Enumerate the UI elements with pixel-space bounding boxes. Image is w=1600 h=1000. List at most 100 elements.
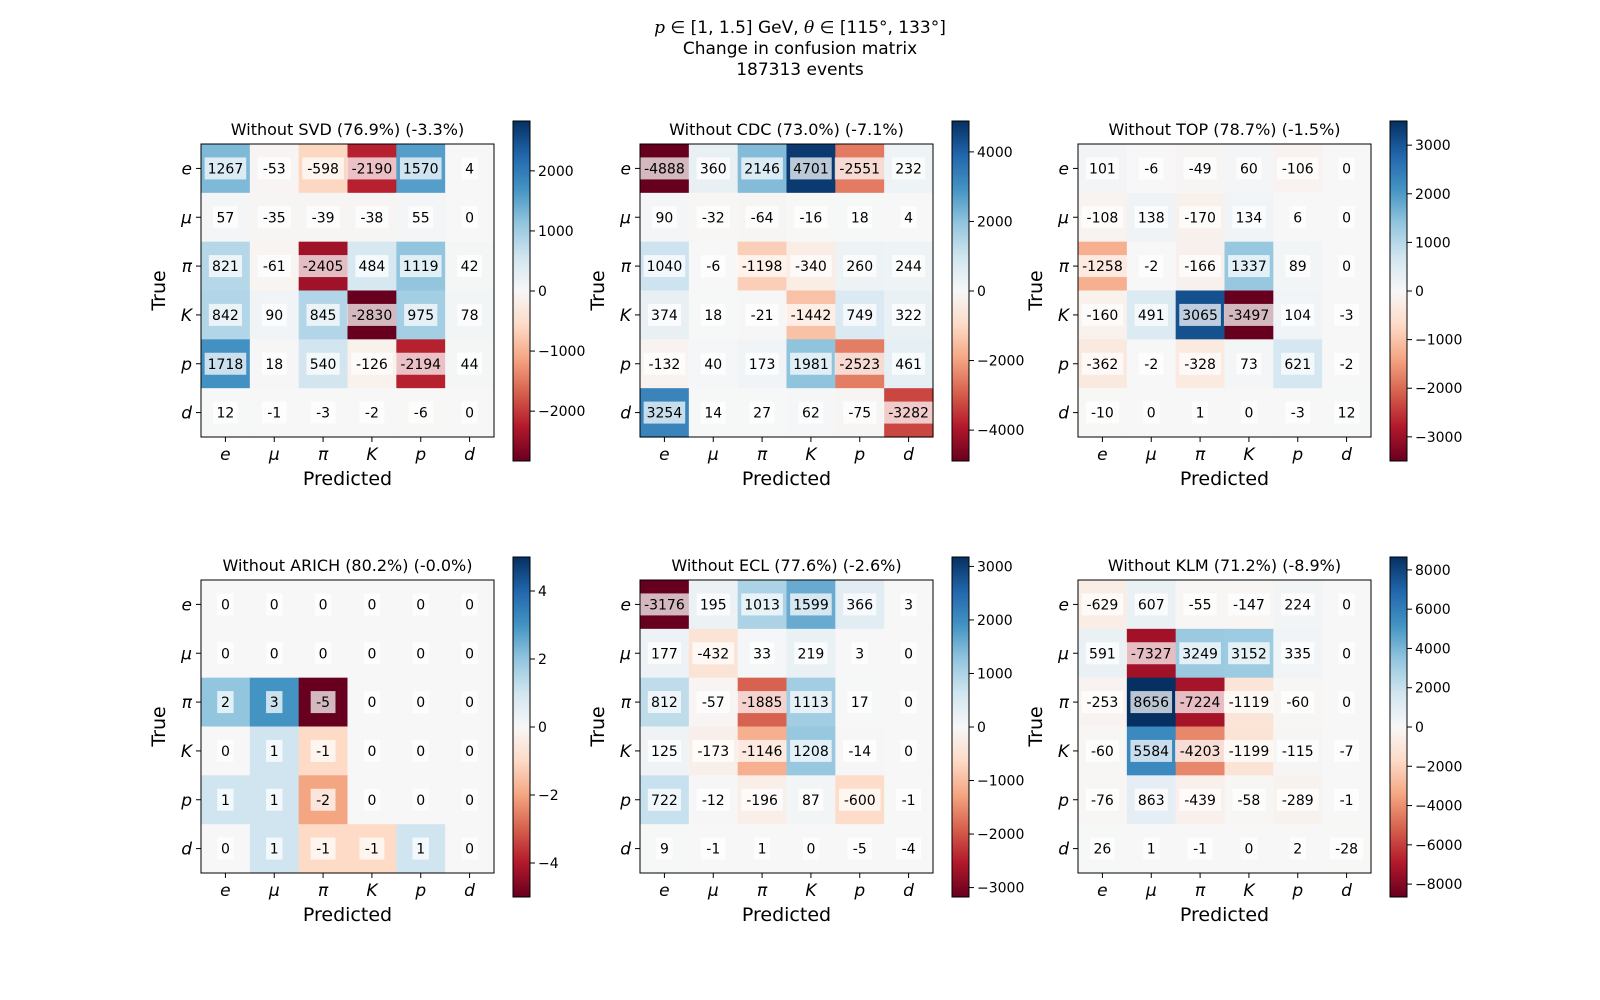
- cell-value-label: 0: [465, 695, 474, 711]
- cell-value-label: 975: [407, 308, 434, 324]
- cell-label-box: [647, 642, 682, 665]
- cell-value-label: 1: [1147, 842, 1156, 858]
- cell-value-label: 27: [753, 406, 771, 422]
- cell-value-label: 0: [1147, 406, 1156, 422]
- cell-label-box: [363, 593, 381, 616]
- cell-value-label: 3: [270, 695, 279, 711]
- cell-label-box: [266, 837, 283, 860]
- cell-label-box: [652, 206, 677, 229]
- cell-value-label: -340: [795, 259, 827, 275]
- cell-value-label: 89: [1289, 259, 1307, 275]
- y-tick-label: K: [1058, 306, 1071, 326]
- colorbar-tick-label: 0: [538, 284, 547, 300]
- cell-label-box: [1138, 157, 1164, 180]
- cell-label-box: [1285, 255, 1311, 278]
- cell-label-box: [790, 691, 832, 714]
- cell-value-label: 44: [461, 357, 479, 373]
- suptitle-momentum-symbol: p: [654, 18, 666, 38]
- cell-value-label: 1: [221, 793, 230, 809]
- colorbar-tick-label: 4000: [977, 145, 1013, 161]
- cell-label-box: [647, 788, 682, 811]
- y-tick-label: π: [621, 257, 632, 277]
- colorbar: [1389, 556, 1408, 898]
- cell-value-label: 101: [1089, 161, 1116, 177]
- cell-label-box: [749, 642, 775, 665]
- cell-label-box: [314, 642, 332, 665]
- cell-value-label: 3254: [647, 406, 683, 422]
- cell-value-label: 1113: [793, 695, 829, 711]
- cell-label-box: [843, 303, 877, 326]
- x-tick-label: π: [318, 881, 329, 901]
- cell-value-label: -173: [697, 744, 729, 760]
- cell-label-box: [266, 691, 283, 714]
- cell-label-box: [785, 303, 836, 326]
- cell-label-box: [1281, 352, 1315, 375]
- cell-label-box: [306, 303, 340, 326]
- x-tick-label: π: [757, 445, 768, 465]
- y-tick-label: d: [1058, 404, 1069, 424]
- colorbar-tick-label: −2: [538, 788, 559, 804]
- x-axis-label: Predicted: [1180, 468, 1269, 490]
- cell-label-box: [843, 401, 877, 424]
- cell-value-label: -2523: [839, 357, 880, 373]
- cell-value-label: 1119: [403, 259, 439, 275]
- cell-label-box: [1085, 401, 1120, 424]
- cell-label-box: [745, 303, 779, 326]
- cell-value-label: 1: [270, 744, 279, 760]
- cell-value-label: 9: [660, 842, 669, 858]
- x-tick-label: K: [805, 445, 818, 465]
- cell-label-box: [749, 401, 775, 424]
- cell-label-box: [1138, 255, 1164, 278]
- cell-value-label: 3065: [1182, 308, 1218, 324]
- cell-label-box: [1228, 593, 1270, 616]
- cell-label-box: [1175, 691, 1226, 714]
- y-tick-label: π: [182, 257, 193, 277]
- y-axis-label: True: [1025, 270, 1047, 311]
- cell-value-label: 0: [416, 695, 425, 711]
- cell-label-box: [1126, 642, 1177, 665]
- cell-label-box: [412, 788, 429, 811]
- cell-label-box: [1143, 401, 1160, 424]
- cell-value-label: 4: [465, 161, 474, 177]
- cell-label-box: [355, 255, 389, 278]
- cell-value-label: -6: [706, 259, 720, 275]
- x-tick-label: d: [464, 445, 475, 465]
- suptitle-theta-symbol: θ: [804, 18, 815, 38]
- panel-title: Without KLM (71.2%) (-8.9%): [1108, 556, 1341, 575]
- cell-value-label: 0: [465, 842, 474, 858]
- cell-label-box: [1281, 691, 1315, 714]
- cell-value-label: -35: [263, 210, 286, 226]
- cell-value-label: 722: [651, 793, 678, 809]
- cell-label-box: [737, 739, 788, 762]
- cell-value-label: 177: [651, 646, 678, 662]
- cell-value-label: -5: [316, 695, 330, 711]
- cell-value-label: 842: [212, 308, 239, 324]
- cell-value-label: 1570: [403, 161, 439, 177]
- cell-value-label: 3: [855, 646, 864, 662]
- cell-value-label: -76: [1091, 793, 1114, 809]
- y-tick-label: e: [621, 159, 631, 179]
- cell-value-label: -108: [1087, 210, 1119, 226]
- panel-title: Without ARICH (80.2%) (-0.0%): [223, 556, 473, 575]
- x-tick-label: μ: [707, 445, 719, 465]
- cell-label-box: [1285, 401, 1311, 424]
- cell-label-box: [847, 837, 873, 860]
- cell-label-box: [363, 739, 381, 762]
- cell-value-label: -3: [1291, 406, 1305, 422]
- cell-label-box: [737, 255, 788, 278]
- x-axis-label: Predicted: [303, 468, 392, 490]
- y-tick-label: K: [181, 306, 194, 326]
- cell-value-label: -1119: [1229, 695, 1270, 711]
- y-tick-label: μ: [619, 644, 631, 664]
- cell-label-box: [1232, 788, 1266, 811]
- y-tick-label: e: [1059, 595, 1069, 615]
- heatmap-panel: Without KLM (71.2%) (-8.9%)-629 607 -55 -14…: [1025, 556, 1462, 926]
- y-tick-label: d: [620, 404, 631, 424]
- cell-value-label: 0: [1342, 646, 1351, 662]
- cell-value-label: 0: [465, 406, 474, 422]
- cell-value-label: 1718: [208, 357, 244, 373]
- cell-value-label: 0: [1244, 406, 1253, 422]
- cell-label-box: [1338, 642, 1355, 665]
- cell-value-label: -10: [1091, 406, 1114, 422]
- cell-label-box: [900, 206, 917, 229]
